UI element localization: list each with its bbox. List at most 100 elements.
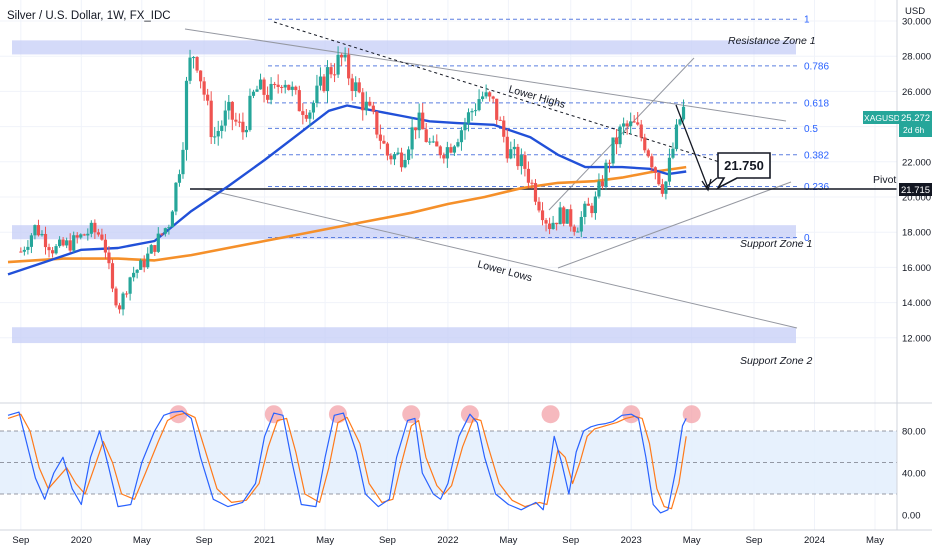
candle-down bbox=[357, 82, 361, 93]
candle-up bbox=[681, 106, 686, 120]
candle-up bbox=[181, 149, 185, 175]
overbought-circle bbox=[402, 405, 421, 424]
candle-down bbox=[540, 210, 545, 221]
candle-up bbox=[597, 181, 601, 197]
candle-down bbox=[195, 57, 199, 71]
candle-up bbox=[311, 102, 316, 113]
candle-down bbox=[526, 168, 531, 183]
candle-down bbox=[449, 147, 453, 153]
candle-down bbox=[117, 305, 122, 310]
candle-down bbox=[502, 120, 506, 137]
candle-up bbox=[72, 235, 76, 251]
candle-up bbox=[336, 54, 340, 75]
candle-down bbox=[361, 92, 365, 111]
candle-down bbox=[294, 86, 298, 91]
time-tick-label: 2024 bbox=[804, 535, 825, 546]
candle-up bbox=[58, 239, 62, 247]
time-tick-label: May bbox=[499, 535, 517, 546]
candles bbox=[19, 46, 686, 316]
fib-label: 0.5 bbox=[804, 124, 818, 135]
candle-up bbox=[255, 89, 259, 92]
candle-up bbox=[170, 211, 175, 228]
candle-up bbox=[459, 130, 464, 143]
candle-up bbox=[512, 146, 516, 150]
candle-up bbox=[551, 222, 555, 229]
fib-label: 0.236 bbox=[804, 182, 829, 193]
candle-up bbox=[188, 57, 192, 81]
candle-down bbox=[96, 232, 100, 235]
candle-down bbox=[199, 70, 203, 82]
candle-up bbox=[65, 240, 69, 246]
candle-up bbox=[290, 86, 294, 90]
stoch-d-line bbox=[7, 412, 687, 510]
candle-down bbox=[107, 252, 111, 264]
candle-down bbox=[488, 92, 492, 97]
candle-down bbox=[36, 225, 41, 236]
time-tick-label: Sep bbox=[196, 535, 213, 546]
symbol-tag-text: XAGUSD bbox=[864, 113, 900, 123]
candle-down bbox=[47, 247, 51, 251]
candle-up bbox=[452, 146, 457, 153]
candle-down bbox=[375, 111, 379, 135]
candle-down bbox=[206, 94, 210, 101]
overlay-annotations bbox=[675, 104, 718, 192]
candle-down bbox=[340, 54, 344, 58]
candle-up bbox=[128, 277, 132, 294]
lower-highs-dashed-line bbox=[273, 21, 727, 165]
candle-down bbox=[495, 98, 499, 120]
candle-down bbox=[347, 54, 351, 79]
candle-down bbox=[625, 123, 629, 127]
candle-down bbox=[533, 183, 538, 202]
candle-up bbox=[431, 141, 435, 143]
candle-down bbox=[491, 96, 495, 99]
time-tick-label: May bbox=[133, 535, 151, 546]
candle-up bbox=[146, 253, 150, 268]
candle-down bbox=[530, 182, 534, 184]
candle-down bbox=[614, 137, 619, 145]
price-tag bbox=[899, 111, 932, 137]
stoch-tick-label: 0.00 bbox=[902, 511, 921, 522]
target-callout-box bbox=[715, 152, 771, 191]
candle-down bbox=[516, 146, 520, 167]
candle-down bbox=[607, 162, 612, 164]
candle-up bbox=[54, 246, 58, 254]
stochastic-pane bbox=[0, 402, 932, 514]
candle-down bbox=[82, 234, 86, 236]
candle-down bbox=[660, 184, 664, 194]
candle-up bbox=[248, 95, 252, 130]
candle-down bbox=[153, 245, 157, 252]
candle-down bbox=[329, 67, 333, 75]
candle-down bbox=[498, 119, 502, 121]
stoch-tick-label: 40.00 bbox=[902, 469, 926, 480]
candle-down bbox=[93, 222, 97, 233]
candle-up bbox=[121, 293, 125, 310]
price-tick-label: 12.000 bbox=[902, 333, 931, 344]
candle-up bbox=[674, 124, 679, 149]
candle-down bbox=[653, 167, 657, 173]
candle-up bbox=[629, 121, 633, 127]
candle-down bbox=[209, 100, 213, 138]
candle-down bbox=[537, 201, 541, 211]
candle-down bbox=[435, 141, 439, 147]
candle-up bbox=[611, 137, 615, 164]
price-tick-label: 30.000 bbox=[902, 17, 931, 28]
candle-up bbox=[484, 92, 488, 97]
candle-up bbox=[308, 112, 312, 119]
candle-down bbox=[332, 74, 337, 76]
candle-up bbox=[177, 174, 182, 183]
resistance-zone-1-label: Resistance Zone 1 bbox=[728, 35, 816, 47]
candle-up bbox=[428, 141, 432, 143]
candle-up bbox=[403, 159, 407, 168]
time-tick-label: Sep bbox=[562, 535, 579, 546]
rising-channel-lower bbox=[557, 181, 792, 269]
current-price-tag[interactable]: XAGUSD 25.272 2d 6h bbox=[863, 111, 932, 137]
time-tick-label: 2021 bbox=[254, 535, 275, 546]
candle-down bbox=[50, 250, 55, 254]
candle-up bbox=[463, 123, 467, 131]
candle-down bbox=[265, 94, 270, 100]
candle-down bbox=[438, 146, 442, 156]
candle-down bbox=[523, 155, 527, 169]
candle-up bbox=[470, 111, 474, 113]
candle-up bbox=[79, 234, 83, 238]
